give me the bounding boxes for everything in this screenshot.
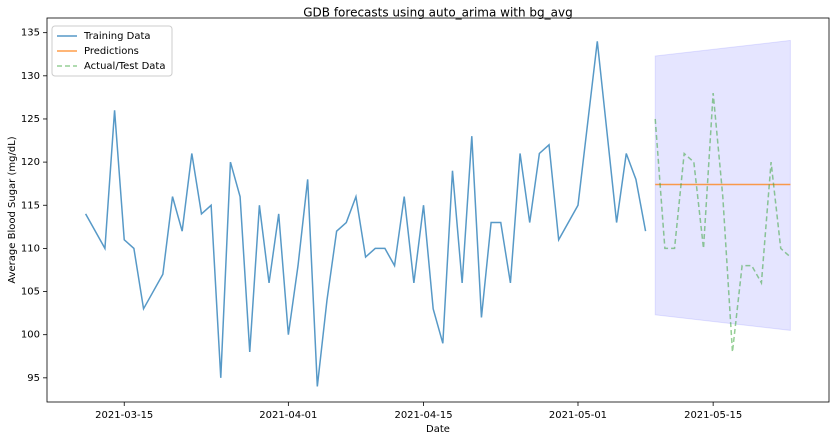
y-tick-label: 110 bbox=[21, 243, 40, 254]
legend: Training Data Predictions Actual/Test Data bbox=[51, 25, 173, 77]
x-tick-label: 2021-04-01 bbox=[259, 410, 317, 421]
y-tick-label: 125 bbox=[21, 114, 40, 125]
legend-label: Actual/Test Data bbox=[84, 61, 165, 72]
series-line bbox=[84, 41, 647, 387]
plot-frame bbox=[46, 17, 830, 403]
y-tick-label: 105 bbox=[21, 287, 40, 298]
y-tick-label: 95 bbox=[27, 373, 40, 384]
y-tick-label: 100 bbox=[21, 330, 40, 341]
y-tick-label: 120 bbox=[21, 157, 40, 168]
legend-label: Predictions bbox=[84, 46, 139, 57]
y-tick-label: 130 bbox=[21, 71, 40, 82]
legend-label: Training Data bbox=[83, 31, 151, 42]
y-axis-label: Average Blood Sugar (mg/dL) bbox=[7, 136, 18, 283]
y-tick-label: 135 bbox=[21, 28, 40, 39]
x-tick-label: 2021-04-15 bbox=[394, 410, 452, 421]
y-tick-label: 115 bbox=[21, 200, 40, 211]
x-tick-label: 2021-03-15 bbox=[95, 410, 153, 421]
legend-box bbox=[51, 25, 173, 77]
confidence-band bbox=[654, 39, 791, 331]
x-tick-label: 2021-05-15 bbox=[684, 410, 742, 421]
x-axis-label: Date bbox=[426, 424, 450, 435]
chart-title: GDB forecasts using auto_arima with bg_a… bbox=[303, 6, 572, 20]
series-line bbox=[654, 93, 791, 353]
x-tick-label: 2021-05-01 bbox=[549, 410, 607, 421]
